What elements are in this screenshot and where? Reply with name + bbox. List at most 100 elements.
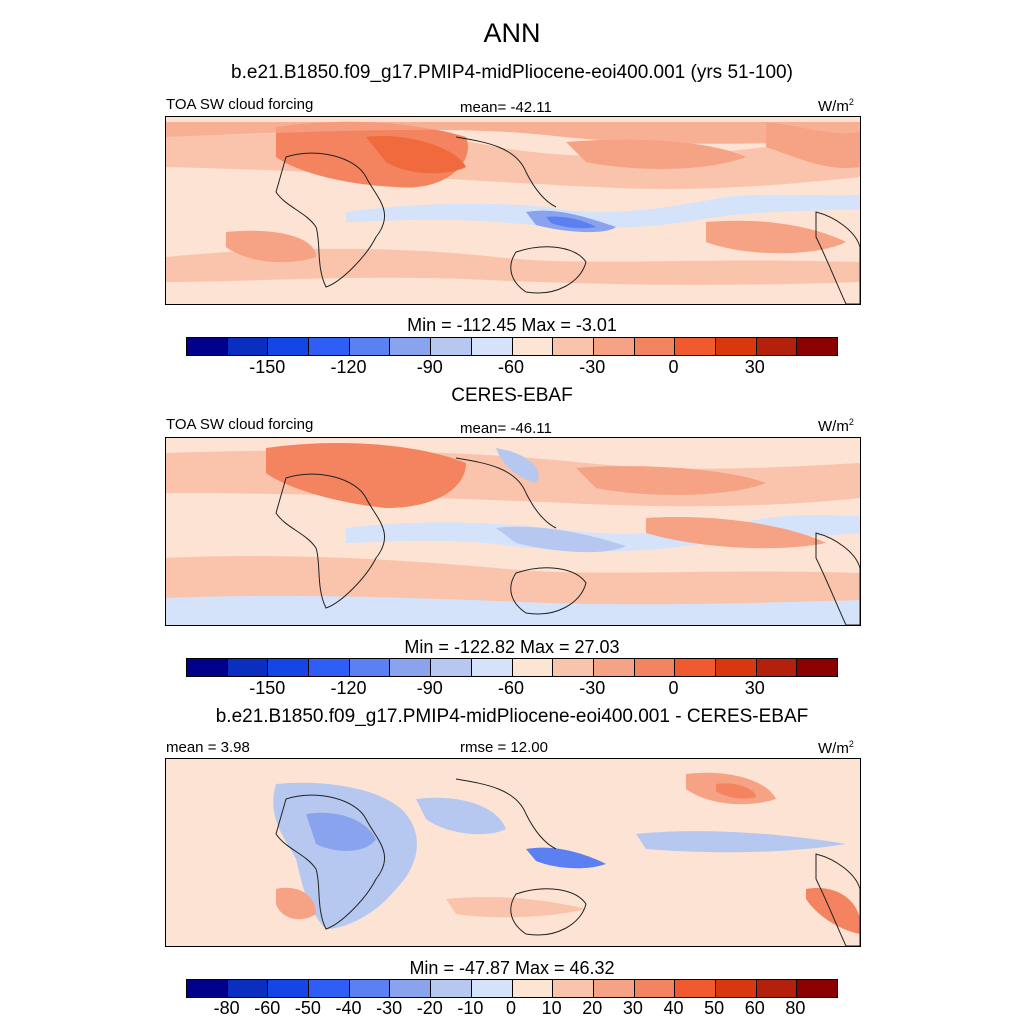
colorbar-tick-label: 10 — [541, 998, 562, 1018]
colorbar-tick-label: -30 — [579, 357, 606, 377]
colorbar-tick-label: -90 — [416, 678, 443, 698]
colorbar-tick-label: -50 — [294, 998, 321, 1018]
colorbar-cell — [593, 338, 635, 355]
colorbar-cell — [390, 659, 432, 676]
colorbar-tick-label: 50 — [704, 998, 725, 1018]
colorbar-cell — [797, 659, 837, 676]
panel2-colorbar-ticks: -150 -120 -90 -60 -30 0 30 — [186, 678, 836, 702]
colorbar-tick-label: -150 — [249, 357, 286, 377]
panel1-variable-label: TOA SW cloud forcing — [166, 96, 314, 113]
colorbar-cell — [756, 338, 798, 355]
p3-pac-blue — [636, 831, 846, 853]
p2-sh-band — [166, 556, 860, 608]
panel3-colorbar — [186, 979, 838, 998]
colorbar-cell — [675, 338, 716, 355]
panel1-units: W/m2 — [818, 97, 854, 115]
panel1-minmax: Min = -112.45 Max = -3.01 — [407, 315, 617, 335]
colorbar-tick-label: 30 — [622, 998, 643, 1018]
p3-coast-australia — [510, 888, 587, 936]
colorbar-tick-label: 0 — [505, 998, 516, 1018]
colorbar-cell — [593, 980, 635, 997]
colorbar-cell — [268, 980, 310, 997]
colorbar-cell — [715, 659, 757, 676]
colorbar-cell — [390, 338, 432, 355]
panel2-units: W/m2 — [818, 417, 854, 435]
panel1-map-svg — [166, 117, 860, 304]
panel3-map-svg — [166, 759, 860, 946]
p3-npac-core — [716, 783, 756, 799]
colorbar-cell — [634, 980, 676, 997]
panel1-map — [165, 116, 861, 305]
p2-sahara — [266, 443, 466, 508]
colorbar-tick-label: 20 — [582, 998, 603, 1018]
panel3-map — [165, 758, 861, 947]
figure-title: ANN — [483, 18, 541, 48]
colorbar-cell — [390, 980, 432, 997]
panel2-map-svg — [166, 438, 860, 625]
p3-coast-africa — [275, 794, 386, 930]
colorbar-cell — [675, 980, 716, 997]
colorbar-cell — [512, 980, 554, 997]
colorbar-cell — [471, 980, 513, 997]
p3-sepac-red — [806, 888, 860, 934]
colorbar-cell — [553, 338, 594, 355]
colorbar-tick-label: -150 — [249, 678, 286, 698]
p1-sepac — [706, 220, 846, 254]
colorbar-cell — [756, 980, 798, 997]
p3-sh-warm — [446, 897, 586, 918]
p1-nh-high — [166, 122, 860, 144]
panel1-colorbar — [186, 337, 838, 356]
p1-seatl — [226, 230, 316, 263]
colorbar-cell — [349, 980, 391, 997]
p2-coast-africa — [275, 473, 386, 609]
p2-coast-sa — [815, 532, 860, 625]
colorbar-cell — [268, 659, 310, 676]
colorbar-cell — [553, 980, 594, 997]
panel2-colorbar — [186, 658, 838, 677]
panel1-subtitle: b.e21.B1850.f09_g17.PMIP4-midPliocene-eo… — [231, 62, 793, 83]
colorbar-tick-label: -120 — [330, 357, 367, 377]
colorbar-tick-label: 0 — [668, 357, 679, 377]
p1-coast-australia — [510, 246, 587, 294]
colorbar-cell — [431, 338, 472, 355]
panel2-mean-label: mean= -46.11 — [460, 420, 552, 437]
p3-maritime — [526, 847, 606, 869]
colorbar-cell — [227, 980, 269, 997]
colorbar-cell — [634, 659, 676, 676]
colorbar-cell — [309, 980, 350, 997]
p2-npac — [576, 466, 766, 495]
colorbar-cell — [309, 659, 350, 676]
p3-coast-sa — [815, 853, 860, 946]
colorbar-cell — [593, 659, 635, 676]
colorbar-tick-label: -40 — [335, 998, 362, 1018]
colorbar-cell — [715, 338, 757, 355]
colorbar-tick-label: 30 — [744, 678, 765, 698]
p2-coast-asia — [455, 457, 557, 529]
p1-arabia — [366, 136, 466, 174]
p2-sepac — [646, 517, 826, 549]
colorbar-tick-label: 40 — [663, 998, 684, 1018]
colorbar-tick-label: 60 — [744, 998, 765, 1018]
colorbar-tick-label: -120 — [330, 678, 367, 698]
colorbar-cell — [349, 659, 391, 676]
colorbar-cell — [553, 659, 594, 676]
colorbar-cell — [797, 338, 837, 355]
panel3-colorbar-ticks: -80 -60 -50 -40 -30 -20 -10 0 10 20 30 40 50 60 80 — [186, 998, 836, 1022]
p1-americas — [766, 122, 860, 168]
colorbar-tick-label: -60 — [497, 678, 524, 698]
p1-itcz — [346, 194, 860, 228]
colorbar-cell — [756, 659, 798, 676]
colorbar-tick-label: -20 — [416, 998, 443, 1018]
panel2-minmax: Min = -122.82 Max = 27.03 — [404, 637, 620, 657]
p3-india-blue — [416, 797, 506, 835]
p2-coast-australia — [510, 567, 587, 615]
colorbar-tick-label: -30 — [376, 998, 403, 1018]
p2-sh-blue — [166, 595, 860, 625]
colorbar-tick-label: -10 — [457, 998, 484, 1018]
panel3-units: W/m2 — [818, 739, 854, 757]
panel2-subtitle: CERES-EBAF — [451, 385, 573, 406]
colorbar-cell — [471, 659, 513, 676]
p1-warmpool2 — [546, 216, 596, 229]
panel3-rmse-label: rmse = 12.00 — [460, 739, 548, 756]
colorbar-cell — [349, 338, 391, 355]
